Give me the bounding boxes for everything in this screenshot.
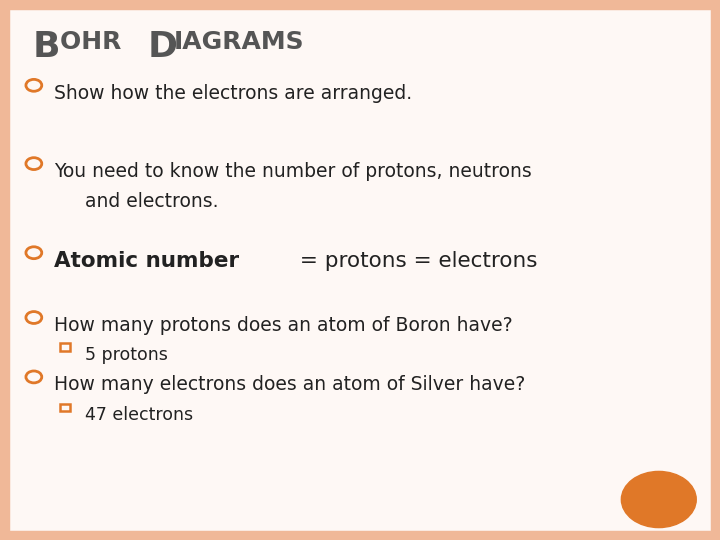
Circle shape: [621, 471, 696, 528]
Text: 5 protons: 5 protons: [85, 346, 168, 363]
Text: D: D: [148, 30, 178, 64]
Text: Atomic number: Atomic number: [54, 251, 239, 271]
Text: IAGRAMS: IAGRAMS: [174, 30, 305, 53]
Text: 47 electrons: 47 electrons: [85, 406, 193, 424]
Text: You need to know the number of protons, neutrons: You need to know the number of protons, …: [54, 162, 532, 181]
Text: = protons = electrons: = protons = electrons: [293, 251, 537, 271]
Text: Show how the electrons are arranged.: Show how the electrons are arranged.: [54, 84, 412, 103]
Text: OHR: OHR: [60, 30, 130, 53]
Text: How many electrons does an atom of Silver have?: How many electrons does an atom of Silve…: [54, 375, 526, 394]
Bar: [60, 404, 70, 411]
Bar: [60, 343, 70, 351]
Text: How many protons does an atom of Boron have?: How many protons does an atom of Boron h…: [54, 316, 513, 335]
Text: B: B: [32, 30, 60, 64]
Text: and electrons.: and electrons.: [85, 192, 218, 211]
